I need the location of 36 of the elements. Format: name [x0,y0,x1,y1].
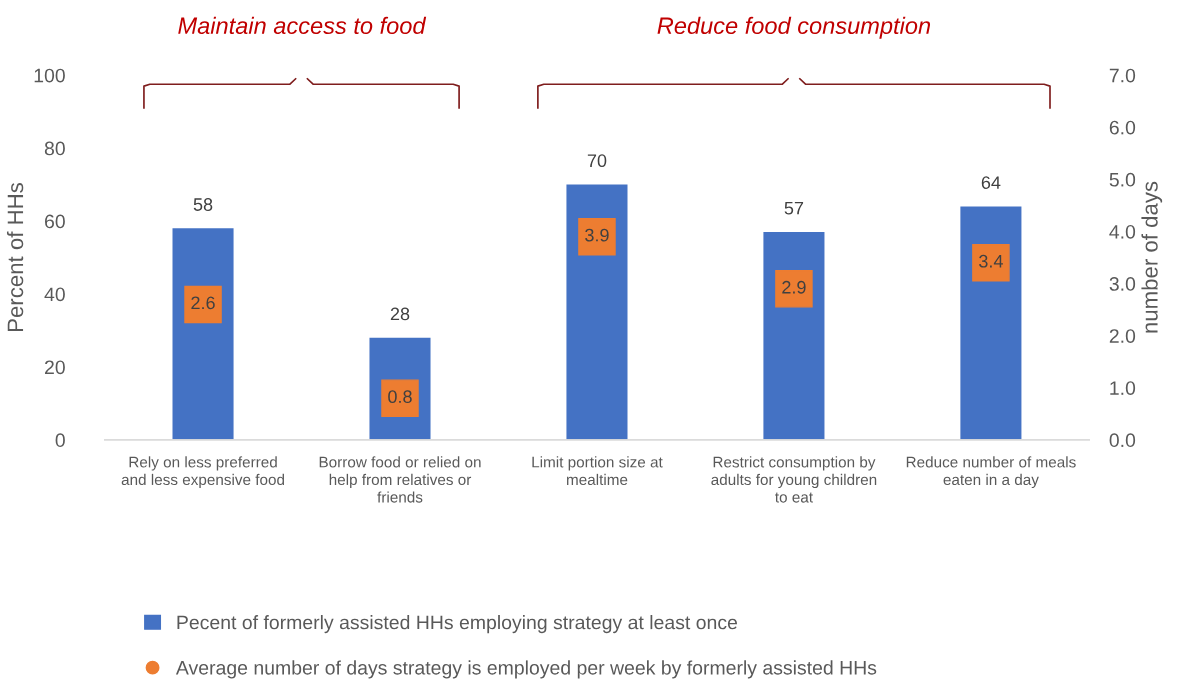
x-tick-label: Restrict consumption by adults for young children to eat [711,456,877,503]
y-tick-label: 100 [34,68,65,83]
y2-tick-label: 0.0 [1109,433,1136,448]
y2-tick-label: 3.0 [1109,277,1136,291]
data-label: 3.9 [585,228,609,242]
legend-label: Average number of days strategy is employed per week by formerly assisted HHs [175,660,877,679]
y2-tick-label: 6.0 [1109,120,1136,135]
data-label: 57 [784,201,804,215]
y2-tick-label: 4.0 [1109,224,1136,239]
x-tick-label: Borrow food or relied on help from relatives or friends [319,456,481,503]
y2-tick-label: 5.0 [1109,172,1136,187]
data-label: 28 [390,307,410,321]
y-tick-label: 40 [44,287,65,302]
y2-tick-label: 2.0 [1109,329,1136,343]
text: Maintain access to food [178,16,427,35]
x-tick-label: Reduce number of meals eaten in a day [906,456,1076,489]
data-label: 3.4 [979,254,1003,268]
x-tick-label: Limit portion size at mealtime [532,456,663,486]
x-tick-label: Rely on less preferred and less expensive food [121,456,285,489]
y-axis-title: Percent of HHs [6,182,24,332]
data-label: 64 [981,176,1001,189]
y-tick-label: 0 [55,433,65,448]
data-label: 70 [587,154,607,168]
y-tick-label: 80 [44,141,65,156]
data-label: 58 [193,198,213,211]
data-label: 2.6 [191,296,215,310]
legend-label: Pecent of formerly assisted HHs employing strategy at least once [177,615,738,634]
y2-tick-label: 1.0 [1110,381,1136,396]
y2-axis-title: number of days [1141,181,1163,333]
data-label: 2.9 [782,280,806,294]
text: Reduce food consumption [657,16,931,39]
bar [566,184,628,440]
data-label: 0.8 [388,390,412,404]
y-tick-label: 20 [45,360,65,375]
y-tick-label: 60 [45,214,65,229]
y2-tick-label: 7.0 [1109,68,1136,83]
